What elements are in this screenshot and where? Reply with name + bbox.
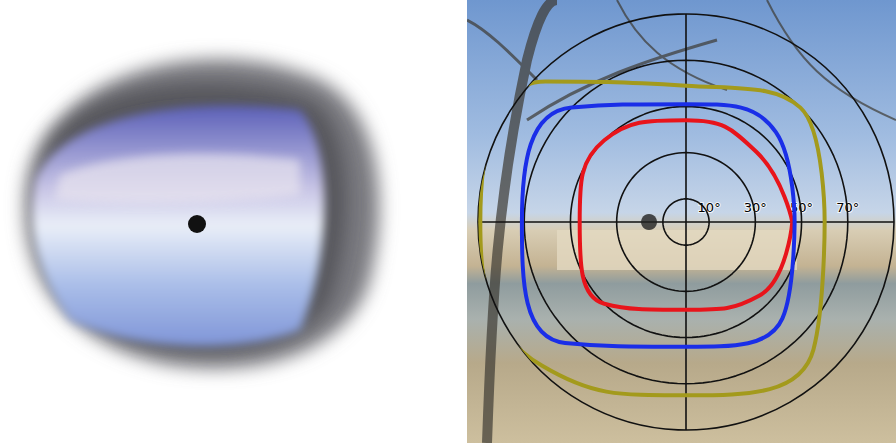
svg-text:70°: 70°	[836, 200, 860, 215]
svg-text:10°: 10°	[698, 200, 721, 215]
svg-text:30°: 30°	[743, 200, 767, 215]
